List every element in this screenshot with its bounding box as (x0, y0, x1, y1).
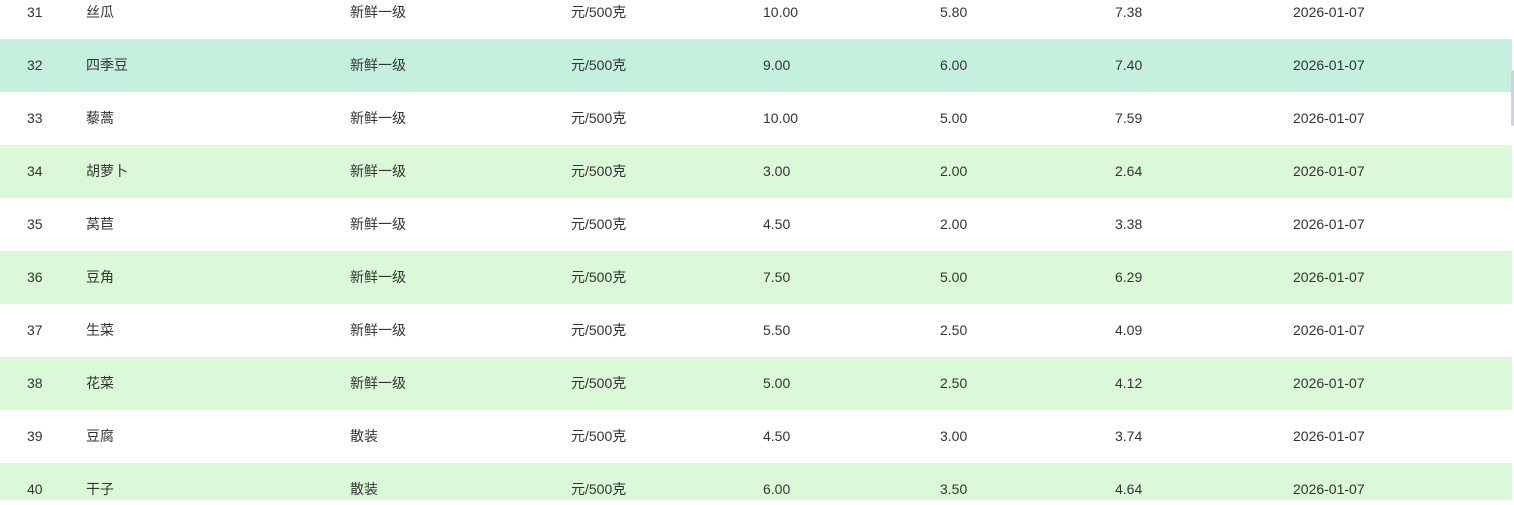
date: 2026-01-07 (1293, 216, 1365, 232)
row-number: 35 (27, 216, 43, 232)
row-number: 33 (27, 110, 43, 126)
date: 2026-01-07 (1293, 163, 1365, 179)
min-price: 2.00 (940, 216, 968, 232)
max-price: 6.00 (763, 481, 791, 497)
date: 2026-01-07 (1293, 110, 1365, 126)
product-name: 藜蒿 (86, 110, 114, 126)
table-row[interactable]: 34 胡萝卜 新鲜一级 元/500克 3.00 2.00 2.64 2026-01-07 (0, 145, 1512, 198)
product-name: 干子 (86, 481, 114, 497)
avg-price: 6.29 (1115, 269, 1143, 285)
min-price: 2.50 (940, 322, 968, 338)
table-row[interactable]: 40 干子 散装 元/500克 6.00 3.50 4.64 2026-01-07 (0, 463, 1512, 500)
product-name: 丝瓜 (86, 4, 114, 20)
specification: 散装 (350, 428, 378, 444)
unit: 元/500克 (571, 269, 627, 285)
row-number: 34 (27, 163, 43, 179)
product-name: 花菜 (86, 375, 114, 391)
row-number: 32 (27, 57, 43, 73)
table-row[interactable]: 31 丝瓜 新鲜一级 元/500克 10.00 5.80 7.38 2026-01-07 (0, 0, 1512, 39)
date: 2026-01-07 (1293, 375, 1365, 391)
max-price: 10.00 (763, 110, 799, 126)
row-number: 40 (27, 481, 43, 497)
unit: 元/500克 (571, 57, 627, 73)
unit: 元/500克 (571, 4, 627, 20)
row-number: 38 (27, 375, 43, 391)
row-number: 36 (27, 269, 43, 285)
unit: 元/500克 (571, 375, 627, 391)
max-price: 10.00 (763, 4, 799, 20)
avg-price: 3.74 (1115, 428, 1143, 444)
specification: 新鲜一级 (350, 216, 406, 232)
specification: 新鲜一级 (350, 163, 406, 179)
max-price: 5.50 (763, 322, 791, 338)
avg-price: 2.64 (1115, 163, 1143, 179)
table-row[interactable]: 32 四季豆 新鲜一级 元/500克 9.00 6.00 7.40 2026-01-07 (0, 39, 1512, 92)
avg-price: 4.64 (1115, 481, 1143, 497)
date: 2026-01-07 (1293, 269, 1365, 285)
date: 2026-01-07 (1293, 57, 1365, 73)
date: 2026-01-07 (1293, 322, 1365, 338)
specification: 新鲜一级 (350, 4, 406, 20)
avg-price: 3.38 (1115, 216, 1143, 232)
product-name: 豆角 (86, 269, 114, 285)
table-row[interactable]: 36 豆角 新鲜一级 元/500克 7.50 5.00 6.29 2026-01-07 (0, 251, 1512, 304)
row-number: 39 (27, 428, 43, 444)
specification: 新鲜一级 (350, 57, 406, 73)
unit: 元/500克 (571, 216, 627, 232)
table-row[interactable]: 35 莴苣 新鲜一级 元/500克 4.50 2.00 3.38 2026-01-07 (0, 198, 1512, 251)
specification: 新鲜一级 (350, 322, 406, 338)
table-row[interactable]: 33 藜蒿 新鲜一级 元/500克 10.00 5.00 7.59 2026-01-07 (0, 92, 1512, 145)
avg-price: 7.59 (1115, 110, 1143, 126)
max-price: 9.00 (763, 57, 791, 73)
min-price: 3.00 (940, 428, 968, 444)
avg-price: 7.40 (1115, 57, 1143, 73)
specification: 新鲜一级 (350, 375, 406, 391)
min-price: 2.50 (940, 375, 968, 391)
min-price: 2.00 (940, 163, 968, 179)
table-row[interactable]: 39 豆腐 散装 元/500克 4.50 3.00 3.74 2026-01-07 (0, 410, 1512, 463)
specification: 新鲜一级 (350, 110, 406, 126)
scrollbar-thumb[interactable] (1511, 70, 1514, 126)
unit: 元/500克 (571, 163, 627, 179)
min-price: 6.00 (940, 57, 968, 73)
product-name: 豆腐 (86, 428, 114, 444)
avg-price: 7.38 (1115, 4, 1143, 20)
product-name: 胡萝卜 (86, 163, 128, 179)
max-price: 4.50 (763, 216, 791, 232)
product-name: 莴苣 (86, 216, 114, 232)
table-row[interactable]: 37 生菜 新鲜一级 元/500克 5.50 2.50 4.09 2026-01-07 (0, 304, 1512, 357)
unit: 元/500克 (571, 428, 627, 444)
date: 2026-01-07 (1293, 4, 1365, 20)
avg-price: 4.12 (1115, 375, 1143, 391)
unit: 元/500克 (571, 110, 627, 126)
specification: 散装 (350, 481, 378, 497)
max-price: 4.50 (763, 428, 791, 444)
table-row[interactable]: 38 花菜 新鲜一级 元/500克 5.00 2.50 4.12 2026-01-07 (0, 357, 1512, 410)
row-number: 37 (27, 322, 43, 338)
unit: 元/500克 (571, 481, 627, 497)
specification: 新鲜一级 (350, 269, 406, 285)
min-price: 5.00 (940, 269, 968, 285)
min-price: 5.80 (940, 4, 968, 20)
row-number: 31 (27, 4, 43, 20)
product-name: 生菜 (86, 322, 114, 338)
date: 2026-01-07 (1293, 428, 1365, 444)
date: 2026-01-07 (1293, 481, 1365, 497)
unit: 元/500克 (571, 322, 627, 338)
max-price: 7.50 (763, 269, 791, 285)
min-price: 5.00 (940, 110, 968, 126)
avg-price: 4.09 (1115, 322, 1143, 338)
max-price: 5.00 (763, 375, 791, 391)
min-price: 3.50 (940, 481, 968, 497)
max-price: 3.00 (763, 163, 791, 179)
product-name: 四季豆 (86, 57, 128, 73)
